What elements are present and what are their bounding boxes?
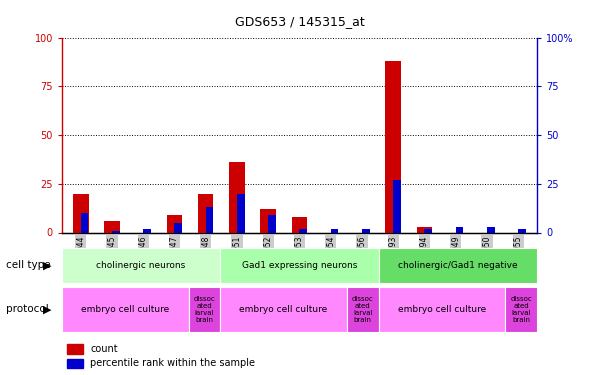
Text: GSM16950: GSM16950	[483, 235, 491, 277]
Text: cholinergic/Gad1 negative: cholinergic/Gad1 negative	[398, 261, 517, 270]
Text: Gad1 expressing neurons: Gad1 expressing neurons	[242, 261, 357, 270]
Bar	[229, 162, 245, 232]
Text: GSM16955: GSM16955	[514, 235, 523, 277]
Text: dissoc
ated
larval
brain: dissoc ated larval brain	[194, 296, 215, 323]
Bar	[347, 287, 379, 332]
Bar	[112, 231, 120, 232]
Bar	[62, 287, 189, 332]
Text: embryo cell culture: embryo cell culture	[81, 305, 169, 314]
Bar	[220, 287, 347, 332]
Bar	[487, 226, 494, 232]
Text: ▶: ▶	[43, 304, 51, 314]
Bar	[67, 358, 83, 368]
Text: GSM16951: GSM16951	[232, 235, 241, 277]
Text: protocol: protocol	[6, 304, 48, 314]
Bar	[81, 213, 88, 232]
Bar	[424, 229, 432, 232]
Text: ▶: ▶	[43, 260, 51, 270]
Bar	[268, 215, 276, 232]
Bar	[417, 226, 432, 232]
Bar	[220, 248, 379, 283]
Bar	[166, 215, 182, 232]
Bar	[291, 217, 307, 232]
Bar	[198, 194, 214, 232]
Bar	[299, 229, 307, 232]
Bar	[455, 226, 463, 232]
Text: GSM16894: GSM16894	[420, 235, 429, 277]
Text: GSM16953: GSM16953	[295, 235, 304, 277]
Bar	[518, 229, 526, 232]
Text: GSM16947: GSM16947	[170, 235, 179, 277]
Text: dissoc
ated
larval
brain: dissoc ated larval brain	[510, 296, 532, 323]
Text: count: count	[90, 344, 118, 354]
Text: embryo cell culture: embryo cell culture	[398, 305, 486, 314]
Bar	[362, 229, 369, 232]
Bar	[237, 194, 245, 232]
Text: cholinergic neurons: cholinergic neurons	[97, 261, 186, 270]
Bar	[104, 221, 120, 232]
Text: GSM16952: GSM16952	[264, 235, 273, 277]
Text: GSM16949: GSM16949	[451, 235, 460, 277]
Text: GSM16944: GSM16944	[76, 235, 85, 277]
Text: GSM16956: GSM16956	[358, 235, 366, 277]
Text: GDS653 / 145315_at: GDS653 / 145315_at	[235, 15, 364, 28]
Text: GSM16893: GSM16893	[389, 235, 398, 277]
Text: GSM16948: GSM16948	[201, 235, 210, 277]
Bar	[505, 287, 537, 332]
Text: embryo cell culture: embryo cell culture	[240, 305, 327, 314]
Bar	[67, 344, 83, 354]
Bar	[330, 229, 338, 232]
Bar	[205, 207, 214, 232]
Bar	[62, 248, 220, 283]
Bar	[379, 287, 505, 332]
Bar	[393, 180, 401, 232]
Text: percentile rank within the sample: percentile rank within the sample	[90, 358, 255, 368]
Text: cell type: cell type	[6, 260, 51, 270]
Text: dissoc
ated
larval
brain: dissoc ated larval brain	[352, 296, 373, 323]
Text: GSM16946: GSM16946	[139, 235, 148, 277]
Bar	[189, 287, 220, 332]
Bar	[260, 209, 276, 232]
Text: GSM16954: GSM16954	[326, 235, 335, 277]
Bar	[385, 61, 401, 232]
Bar	[174, 223, 182, 232]
Bar	[143, 229, 151, 232]
Text: GSM16945: GSM16945	[107, 235, 116, 277]
Bar	[73, 194, 88, 232]
Bar	[379, 248, 537, 283]
